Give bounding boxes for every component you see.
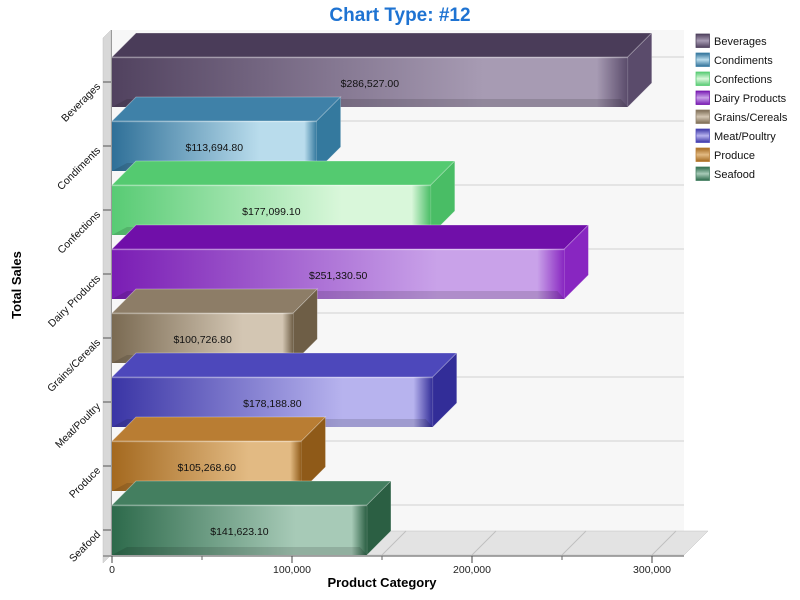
left-wall bbox=[102, 29, 112, 564]
value-label-confections: $177,099.10 bbox=[242, 206, 301, 218]
category-label-beverages: Beverages bbox=[59, 81, 103, 125]
bar-meat-poultry: $178,188.80 bbox=[111, 352, 458, 428]
legend-swatch-meat-poultry bbox=[695, 128, 710, 143]
value-label-meat-poultry: $178,188.80 bbox=[243, 398, 302, 410]
legend-item-dairy-products: Dairy Products bbox=[695, 90, 787, 105]
legend-item-confections: Confections bbox=[695, 71, 773, 86]
x-tick-label: 200,000 bbox=[453, 564, 491, 576]
legend-item-beverages: Beverages bbox=[695, 33, 767, 48]
bar-confections: $177,099.10 bbox=[111, 160, 456, 236]
legend-swatch-dairy-products bbox=[695, 90, 710, 105]
category-label-condiments: Condiments bbox=[55, 145, 103, 193]
legend-item-meat-poultry: Meat/Poultry bbox=[695, 128, 776, 143]
legend-item-grains-cereals: Grains/Cereals bbox=[695, 109, 788, 124]
category-label-grains-cereals: Grains/Cereals bbox=[45, 337, 103, 395]
bar-top-face bbox=[111, 224, 590, 250]
value-label-condiments: $113,694.80 bbox=[186, 142, 244, 154]
legend-label-confections: Confections bbox=[714, 74, 773, 86]
bar-front-face bbox=[112, 505, 367, 555]
bar-top-face bbox=[111, 288, 319, 314]
category-label-produce: Produce bbox=[67, 465, 103, 501]
legend-label-produce: Produce bbox=[714, 150, 755, 162]
value-label-produce: $105,268.60 bbox=[178, 462, 237, 474]
x-axis-title: Product Category bbox=[327, 575, 437, 590]
category-label-seafood: Seafood bbox=[67, 529, 103, 565]
value-label-beverages: $286,527.00 bbox=[341, 78, 400, 90]
y-axis-title: Total Sales bbox=[9, 251, 24, 319]
legend-swatch-confections bbox=[695, 71, 710, 86]
legend-swatch-grains-cereals bbox=[695, 109, 710, 124]
bars-group: $286,527.00 $113,694.80 $177,099.10 $251,33… bbox=[111, 32, 653, 556]
legend-label-condiments: Condiments bbox=[714, 55, 773, 67]
category-label-confections: Confections bbox=[55, 209, 103, 257]
x-tick-label: 0 bbox=[109, 564, 115, 576]
bar-top-face bbox=[111, 96, 342, 122]
bar-produce: $105,268.60 bbox=[111, 416, 327, 492]
bar-beverages: $286,527.00 bbox=[111, 32, 653, 108]
legend-swatch-seafood bbox=[695, 166, 710, 181]
legend-label-seafood: Seafood bbox=[714, 169, 755, 181]
x-tick-label: 100,000 bbox=[273, 564, 311, 576]
y-axis: Beverages Condiments Confections Dairy Prod… bbox=[45, 81, 111, 565]
bar-dairy-products: $251,330.50 bbox=[111, 224, 590, 300]
value-label-seafood: $141,623.10 bbox=[210, 526, 269, 538]
legend: Beverages Condiments Confections Dairy Prod… bbox=[695, 33, 788, 181]
bar-top-face bbox=[111, 32, 653, 58]
bar-top-face bbox=[111, 416, 327, 442]
bar-top-face bbox=[111, 160, 456, 186]
bar-end-face bbox=[301, 416, 326, 492]
legend-item-condiments: Condiments bbox=[695, 52, 773, 67]
legend-swatch-condiments bbox=[695, 52, 710, 67]
chart-title: Chart Type: #12 bbox=[329, 5, 470, 26]
legend-label-meat-poultry: Meat/Poultry bbox=[714, 131, 776, 143]
legend-label-beverages: Beverages bbox=[714, 36, 767, 48]
bar-grains-cereals: $100,726.80 bbox=[111, 288, 319, 364]
category-label-dairy-products: Dairy Products bbox=[46, 273, 103, 330]
value-label-dairy-products: $251,330.50 bbox=[309, 270, 368, 282]
bar-condiments: $113,694.80 bbox=[111, 96, 342, 172]
category-label-meat-poultry: Meat/Poultry bbox=[53, 400, 104, 451]
legend-label-grains-cereals: Grains/Cereals bbox=[714, 112, 788, 124]
value-label-grains-cereals: $100,726.80 bbox=[173, 334, 232, 346]
bar-seafood: $141,623.10 bbox=[111, 480, 392, 556]
bar-top-face bbox=[111, 480, 392, 506]
legend-swatch-beverages bbox=[695, 33, 710, 48]
legend-item-produce: Produce bbox=[695, 147, 755, 162]
bar-top-face bbox=[111, 352, 458, 378]
legend-swatch-produce bbox=[695, 147, 710, 162]
x-axis: 0 100,000 200,000 300,000 bbox=[103, 555, 684, 576]
legend-label-dairy-products: Dairy Products bbox=[714, 93, 787, 105]
x-tick-label: 300,000 bbox=[633, 564, 671, 576]
legend-item-seafood: Seafood bbox=[695, 166, 755, 181]
